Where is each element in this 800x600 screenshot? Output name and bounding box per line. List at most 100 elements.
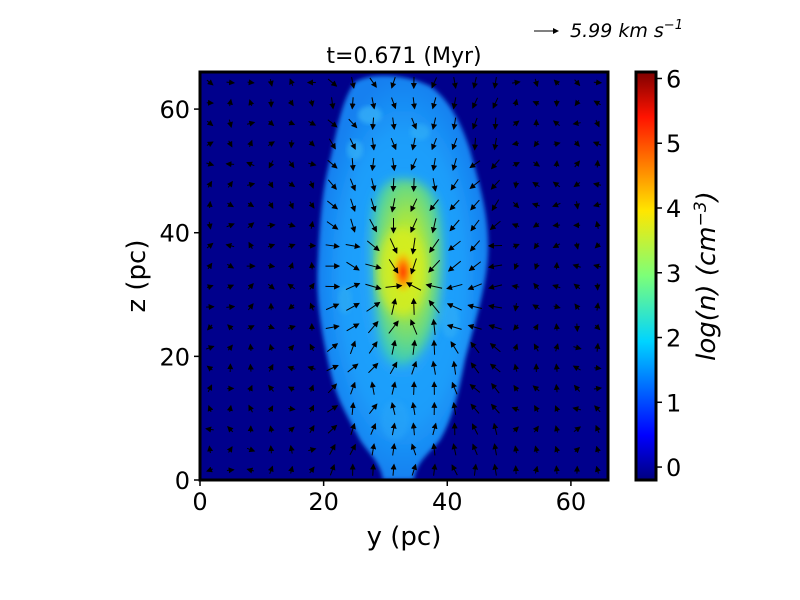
velocity-arrow: [346, 261, 360, 271]
velocity-arrow: [325, 324, 340, 330]
velocity-arrow: [308, 384, 315, 392]
velocity-arrow: [308, 120, 317, 126]
velocity-arrow: [327, 179, 337, 190]
velocity-arrow: [512, 426, 519, 433]
velocity-arrow: [267, 243, 276, 250]
velocity-arrow: [451, 381, 458, 395]
velocity-arrow: [391, 298, 398, 315]
velocity-arrow: [206, 262, 213, 270]
velocity-arrow: [287, 324, 296, 331]
velocity-arrow: [592, 141, 602, 147]
velocity-arrow: [247, 303, 254, 311]
velocity-arrow: [594, 405, 601, 413]
velocity-arrow: [288, 262, 294, 270]
velocity-arrow: [410, 198, 418, 213]
velocity-arrow: [267, 405, 274, 412]
colorbar-tick-label: 6: [666, 65, 681, 93]
velocity-arrow: [268, 384, 275, 392]
velocity-arrow: [469, 180, 481, 189]
velocity-arrow: [206, 120, 214, 127]
velocity-arrow: [206, 200, 213, 209]
velocity-arrow: [288, 303, 295, 310]
velocity-arrow: [288, 221, 296, 228]
velocity-arrow: [469, 384, 481, 393]
colorbar-tick-label: 4: [666, 195, 681, 223]
velocity-arrow: [512, 201, 520, 209]
velocity-arrow: [365, 283, 382, 291]
velocity-arrow: [467, 283, 482, 291]
velocity-arrow: [248, 99, 255, 106]
velocity-arrow: [594, 242, 601, 249]
velocity-arrow: [554, 425, 561, 433]
velocity-arrow: [309, 302, 316, 311]
velocity-arrow: [390, 402, 397, 415]
velocity-arrow: [267, 363, 274, 372]
velocity-arrow: [572, 263, 581, 270]
velocity-arrow: [492, 422, 499, 436]
velocity-arrow: [288, 426, 295, 433]
y-tick-label: 0: [175, 467, 190, 495]
velocity-arrow: [227, 119, 233, 129]
velocity-arrow: [449, 219, 460, 232]
colorbar-frame: [634, 70, 658, 482]
velocity-arrow: [431, 97, 437, 110]
velocity-arrow: [226, 180, 233, 188]
velocity-arrow: [368, 362, 379, 374]
velocity-arrow: [513, 181, 520, 189]
velocity-arrow: [366, 301, 381, 312]
velocity-arrow: [205, 426, 214, 433]
velocity-arrow: [553, 141, 561, 148]
velocity-arrow: [247, 79, 255, 86]
velocity-arrow: [268, 323, 275, 330]
velocity-arrow: [206, 180, 213, 188]
velocity-arrow: [470, 219, 480, 232]
velocity-arrow: [325, 242, 340, 249]
velocity-arrow: [367, 320, 379, 334]
velocity-arrow: [448, 240, 461, 251]
velocity-arrows: [205, 76, 603, 476]
velocity-arrow: [574, 303, 581, 310]
colorbar-tick-label: 5: [666, 130, 681, 158]
velocity-arrow: [308, 160, 317, 167]
velocity-arrow: [246, 120, 256, 127]
velocity-arrow: [288, 201, 294, 210]
velocity-arrow: [490, 179, 500, 190]
axis-ticks: 0 20 40 60 0 20 40 60: [159, 96, 586, 516]
velocity-arrow: [553, 79, 561, 86]
velocity-arrow: [513, 363, 520, 372]
velocity-arrow: [594, 302, 601, 311]
velocity-arrow: [487, 303, 503, 310]
velocity-arrow: [327, 119, 338, 128]
velocity-arrow: [573, 201, 580, 210]
velocity-arrow: [267, 465, 274, 474]
velocity-arrow: [469, 240, 481, 252]
velocity-arrow: [573, 283, 581, 290]
velocity-arrow: [534, 405, 540, 413]
velocity-arrow: [531, 202, 540, 209]
colorbar-tick-label: 2: [666, 325, 681, 353]
velocity-arrow: [370, 137, 377, 151]
velocity-arrow: [451, 464, 458, 476]
velocity-arrow: [369, 77, 377, 88]
velocity-arrow: [492, 443, 499, 456]
velocity-arrow: [428, 259, 441, 273]
velocity-arrow: [431, 318, 438, 335]
velocity-arrow: [449, 199, 460, 211]
velocity-arrow: [411, 339, 418, 355]
velocity-arrow: [247, 139, 253, 147]
y-tick-label: 40: [159, 220, 190, 248]
velocity-arrow: [248, 241, 255, 250]
velocity-arrow: [390, 97, 397, 110]
velocity-arrow: [227, 426, 234, 433]
velocity-arrow: [308, 99, 315, 107]
velocity-arrow: [410, 158, 417, 171]
velocity-arrow: [308, 282, 315, 290]
velocity-arrow: [594, 342, 601, 352]
velocity-arrow: [267, 119, 275, 127]
velocity-arrow: [411, 117, 417, 130]
velocity-arrow: [350, 381, 356, 395]
velocity-arrow: [288, 140, 295, 149]
velocity-arrow: [511, 283, 520, 290]
velocity-arrow: [532, 100, 540, 107]
velocity-arrow: [573, 181, 581, 188]
